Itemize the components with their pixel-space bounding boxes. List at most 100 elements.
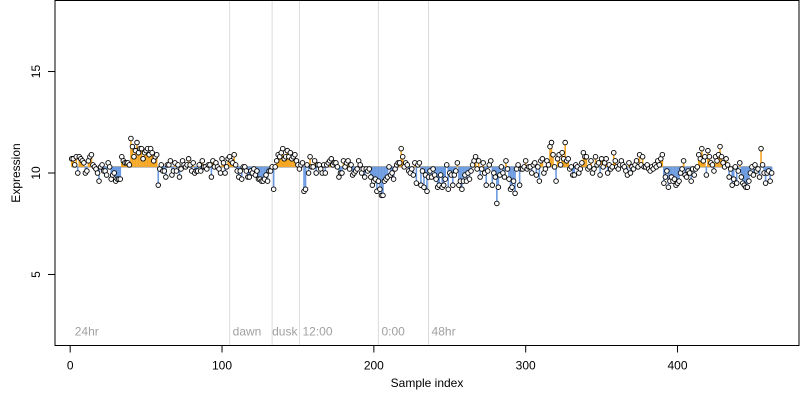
x-tick-label: 100: [212, 359, 232, 373]
data-points: [68, 135, 775, 207]
data-point: [510, 178, 517, 184]
data-point: [706, 154, 713, 160]
data-point: [386, 164, 392, 170]
data-point: [767, 178, 773, 184]
data-point: [489, 182, 496, 188]
data-point: [134, 139, 140, 146]
data-point: [94, 170, 101, 176]
data-point: [755, 166, 761, 172]
data-point: [718, 154, 725, 160]
data-point: [410, 172, 417, 178]
data-point: [334, 164, 341, 170]
data-point: [129, 143, 136, 150]
data-point: [545, 162, 552, 168]
data-point: [178, 166, 184, 172]
data-point: [539, 156, 546, 162]
data-point: [239, 176, 245, 182]
data-point: [217, 170, 224, 176]
data-point: [750, 172, 757, 178]
data-point: [676, 178, 682, 184]
data-point: [483, 182, 489, 188]
data-point: [453, 168, 459, 174]
data-point: [377, 186, 383, 192]
data-point: [758, 145, 764, 152]
data-point: [562, 139, 568, 146]
data-point: [732, 164, 738, 170]
data-point: [548, 139, 555, 146]
data-point: [140, 156, 146, 162]
data-point: [553, 178, 559, 184]
data-point: [579, 160, 585, 166]
data-point: [173, 168, 180, 174]
data-point: [459, 186, 465, 192]
data-point: [484, 168, 491, 174]
data-point: [413, 180, 420, 186]
data-point: [81, 160, 87, 166]
data-point: [185, 156, 192, 162]
data-point: [744, 184, 751, 190]
data-point: [440, 182, 447, 188]
data-point: [737, 160, 743, 166]
data-point: [475, 158, 482, 164]
data-point: [762, 180, 769, 186]
data-point: [627, 170, 634, 176]
data-point: [535, 164, 541, 170]
data-point: [688, 178, 694, 184]
data-point: [404, 162, 411, 168]
data-point: [529, 170, 535, 176]
data-point: [161, 168, 168, 174]
data-point: [565, 156, 571, 162]
data-point: [292, 151, 298, 158]
data-point: [396, 160, 403, 166]
data-point: [509, 184, 515, 190]
data-point: [299, 160, 306, 166]
data-point: [126, 162, 133, 168]
data-point: [488, 158, 494, 164]
data-point: [190, 160, 196, 166]
data-point: [604, 170, 611, 176]
data-point: [477, 174, 483, 180]
data-point: [153, 151, 160, 158]
data-point: [571, 172, 578, 178]
data-point: [466, 176, 473, 182]
data-point: [128, 135, 134, 142]
data-point: [724, 162, 731, 168]
data-point: [361, 174, 368, 180]
data-point: [430, 166, 436, 172]
data-point: [577, 166, 584, 172]
data-point: [598, 156, 605, 162]
data-point: [232, 162, 239, 168]
data-point: [694, 164, 701, 170]
x-tick-label: 300: [516, 359, 536, 373]
data-point: [399, 154, 406, 160]
data-point: [503, 158, 509, 164]
data-point: [163, 174, 169, 180]
y-tick-label: 10: [29, 166, 43, 180]
data-point: [442, 176, 448, 182]
time-annotation: 48hr: [432, 324, 456, 338]
data-point: [103, 172, 110, 178]
data-point: [664, 168, 670, 174]
data-point: [501, 174, 508, 180]
data-point: [735, 168, 742, 174]
data-point: [714, 158, 720, 164]
data-point: [199, 158, 206, 164]
axes: 0 100 200 300 400 5 10 15: [29, 65, 688, 373]
data-point: [328, 156, 335, 162]
y-tick-label: 5: [29, 271, 43, 278]
data-point: [222, 170, 228, 176]
data-point: [84, 168, 90, 174]
data-point: [542, 166, 549, 172]
data-point: [424, 188, 430, 195]
data-point: [495, 184, 502, 190]
plot-frame: [54, 0, 800, 346]
data-point: [474, 166, 480, 172]
y-tick-label: 15: [29, 65, 43, 79]
data-point: [437, 172, 444, 178]
data-point: [280, 145, 286, 152]
data-point: [149, 149, 155, 156]
data-point: [380, 192, 386, 199]
data-point: [586, 164, 593, 170]
data-point: [659, 151, 666, 158]
data-point: [703, 172, 710, 178]
